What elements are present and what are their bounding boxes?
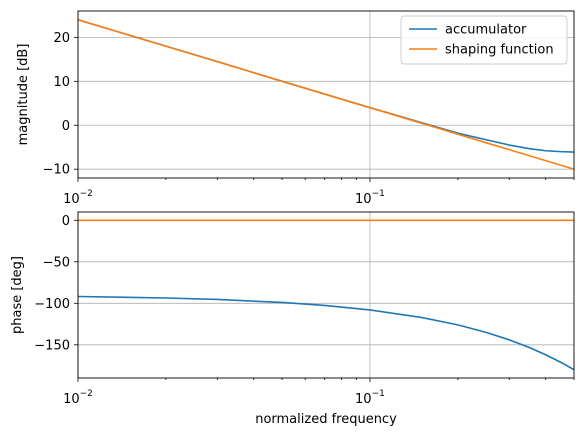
phase-x-tick-label: 10−2	[63, 389, 93, 407]
phase-series-accumulator	[78, 295, 574, 371]
phase-y-tick-label: 0	[62, 214, 70, 229]
phase-axes-frame	[77, 211, 575, 379]
phase-x-tick-label: 10−1	[355, 389, 385, 407]
phase-panel: 10−2 10−1 0 −50 −100 −150 phase [deg] normalize…	[10, 211, 575, 427]
magnitude-y-tick-label: −10	[43, 163, 70, 178]
magnitude-x-tick-label: 10−2	[63, 189, 93, 207]
magnitude-y-tick-label: 10	[53, 75, 70, 90]
legend-label-shaping-function: shaping function	[445, 43, 554, 58]
magnitude-panel: 10−2 10−1 20 10 0 −10 magnitude [dB] accumulato…	[16, 10, 575, 207]
magnitude-axes-frame	[77, 10, 575, 179]
chart-legend: accumulator shaping function	[400, 15, 568, 65]
legend-box	[400, 15, 568, 65]
magnitude-y-tick-label: 20	[53, 31, 70, 46]
legend-label-accumulator: accumulator	[445, 23, 527, 38]
phase-y-tick-label: −100	[34, 297, 70, 312]
magnitude-y-tick-label: 0	[62, 119, 70, 134]
magnitude-series-shaping-function	[78, 18, 574, 171]
phase-y-tick-label: −50	[43, 255, 70, 270]
phase-y-axis-label: phase [deg]	[10, 256, 25, 334]
magnitude-x-tick-label: 10−1	[355, 189, 385, 207]
phase-x-axis-label: normalized frequency	[255, 412, 397, 427]
magnitude-y-axis-label: magnitude [dB]	[16, 44, 31, 146]
phase-y-tick-label: −150	[34, 338, 70, 353]
